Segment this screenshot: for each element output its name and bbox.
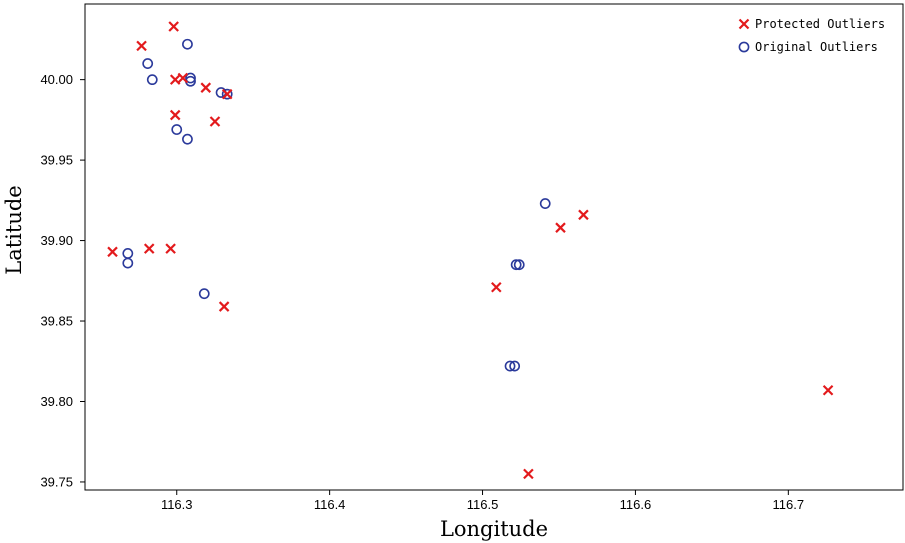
protected-outliers-point [209, 116, 221, 127]
original-outliers-point [539, 198, 551, 209]
legend: Protected Outliers Original Outliers [738, 17, 885, 54]
original-outliers-point [221, 88, 233, 100]
plot-area [84, 3, 904, 491]
y-tick-label: 39.75 [40, 474, 73, 489]
original-outliers-point [198, 288, 210, 300]
x-tick-label: 116.6 [620, 497, 652, 512]
protected-outliers-point [143, 243, 155, 254]
original-outliers-point [171, 124, 183, 135]
legend-marker-original-outliers [738, 41, 750, 53]
protected-outliers-point [169, 109, 181, 121]
y-tick-label: 39.95 [40, 153, 73, 168]
original-outliers-point [182, 38, 193, 50]
y-tick-label: 40.00 [40, 72, 73, 87]
original-outliers-point [185, 72, 196, 84]
protected-outliers-point [136, 40, 147, 52]
original-outliers-point [122, 248, 134, 259]
original-outliers-point [142, 58, 154, 69]
x-tick-label: 116.5 [467, 497, 499, 512]
protected-outliers-point [578, 209, 589, 221]
x-axis-title: Longitude [440, 517, 548, 541]
protected-outliers-point [165, 243, 176, 254]
original-outliers-point [510, 259, 522, 271]
y-tick-label: 39.85 [40, 314, 73, 329]
protected-outliers-point [168, 21, 179, 32]
original-outliers-point [504, 360, 516, 372]
y-tick-label: 39.80 [40, 394, 73, 409]
y-axis-title: Latitude [2, 185, 26, 274]
legend-marker-protected-outliers [738, 18, 750, 30]
x-tick-label: 116.3 [161, 497, 193, 512]
protected-outliers-point [177, 72, 189, 84]
y-tick-label: 39.90 [40, 233, 73, 248]
protected-outliers-point [555, 222, 566, 233]
original-outliers-point [146, 74, 158, 86]
original-outliers-point [122, 257, 134, 269]
legend-label-protected-outliers: Protected Outliers [755, 17, 885, 31]
protected-outliers-point [491, 281, 502, 293]
protected-outliers-point [218, 301, 230, 312]
protected-outliers-point [221, 88, 233, 100]
protected-outliers-point [822, 384, 834, 396]
x-tick-label: 116.4 [314, 497, 346, 512]
original-outliers-point [182, 133, 193, 145]
x-tick-label: 116.7 [773, 497, 805, 512]
protected-outliers-point [107, 246, 118, 258]
original-outliers-point [513, 259, 525, 271]
protected-outliers-point [169, 74, 181, 85]
protected-outliers-point [200, 82, 212, 93]
protected-outliers-point [523, 468, 534, 480]
original-outliers-point [509, 360, 521, 372]
legend-label-original-outliers: Original Outliers [755, 40, 878, 54]
